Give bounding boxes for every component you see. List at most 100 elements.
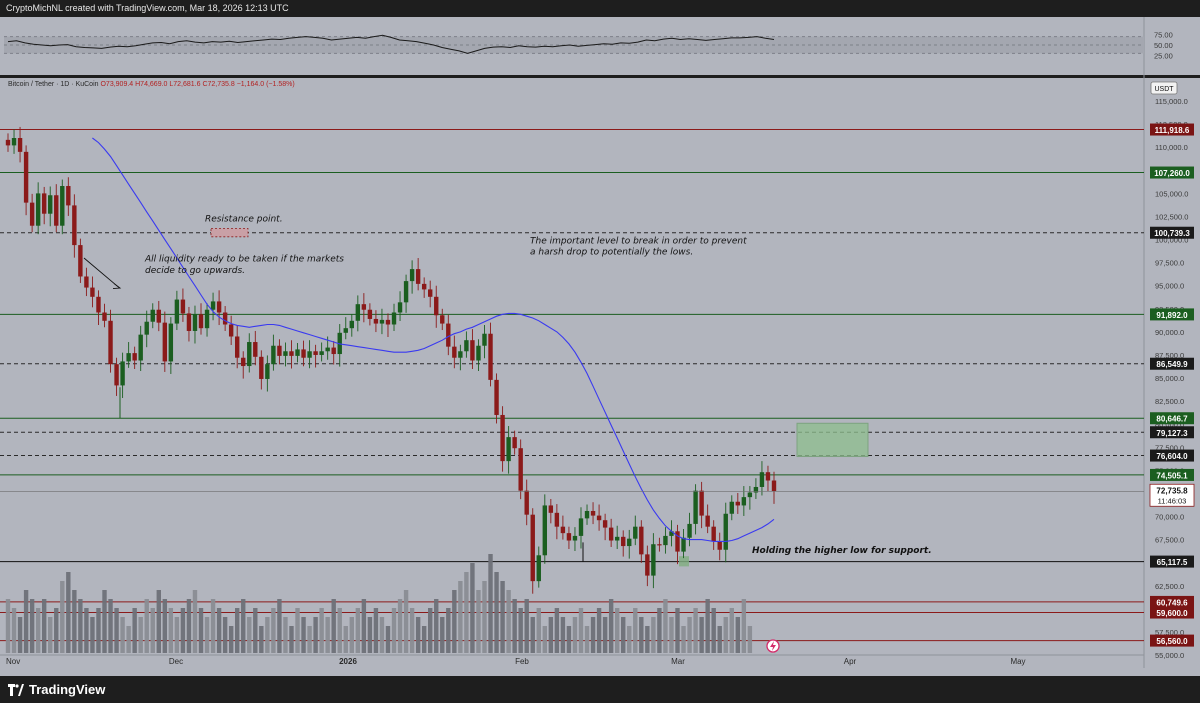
candle-body — [440, 315, 445, 324]
candle-body — [554, 512, 560, 527]
volume-bar — [325, 617, 330, 653]
volume-bar — [126, 626, 131, 653]
rsi-line — [7, 34, 775, 54]
volume-bar — [524, 599, 529, 653]
volume-bar — [747, 626, 753, 653]
candle-body — [506, 437, 511, 462]
volume-bar — [415, 617, 421, 653]
tradingview-logo[interactable]: TradingView — [8, 682, 105, 697]
price-tick-label: 110,000.0 — [1155, 143, 1188, 152]
candle-body — [403, 281, 409, 303]
volume-bar — [723, 617, 728, 653]
volume-bar — [735, 617, 741, 653]
candle-body — [566, 533, 572, 541]
candle-body — [96, 296, 101, 313]
volume-bar — [277, 599, 282, 653]
volume-bar — [23, 590, 29, 653]
candle-body — [102, 312, 107, 321]
volume-bar — [108, 599, 113, 653]
volume-bar — [72, 590, 77, 653]
candle-body — [663, 535, 668, 546]
candle-body — [373, 318, 379, 324]
annotation-important-line1: The important level to break in order to… — [530, 236, 747, 246]
volume-bar — [566, 626, 572, 653]
candle-body — [464, 340, 469, 352]
volume-bar — [693, 608, 698, 653]
header-bar — [0, 0, 1200, 17]
candle-body — [614, 536, 620, 541]
candle-body — [669, 531, 674, 536]
candle-body — [247, 342, 252, 367]
volume-bar — [343, 626, 348, 653]
level-price-label: 86,549.9 — [1156, 360, 1188, 369]
volume-bar — [373, 608, 379, 653]
level-price-badge — [1150, 226, 1194, 239]
volume-bar — [651, 617, 656, 653]
volume-bar — [29, 599, 35, 653]
level-price-label: 60,749.6 — [1156, 598, 1188, 607]
volume-bar — [440, 617, 445, 653]
volume-bar — [548, 617, 554, 653]
volume-bar — [90, 617, 95, 653]
time-tick-label: Feb — [515, 657, 529, 666]
volume-bar — [699, 617, 704, 653]
candle-body — [753, 486, 759, 493]
candle-body — [277, 345, 282, 356]
volume-bar — [458, 581, 463, 653]
candle-body — [78, 245, 83, 277]
candle-body — [409, 269, 415, 282]
volume-bar — [120, 617, 125, 653]
level-price-badge — [1150, 449, 1194, 462]
volume-bar — [48, 617, 53, 653]
volume-bar — [428, 608, 433, 653]
volume-bar — [385, 626, 391, 653]
annotation-important-line2: a harsh drop to potentially the lows. — [530, 247, 693, 257]
candle-body — [307, 351, 312, 358]
candle-body — [560, 526, 566, 534]
volume-bar — [35, 608, 41, 653]
candle-body — [180, 299, 186, 314]
volume-bar — [271, 608, 276, 653]
candle-body — [741, 497, 747, 506]
candle-body — [693, 490, 698, 524]
level-price-badge — [1150, 123, 1194, 136]
volume-bar — [627, 626, 632, 653]
candle-body — [84, 276, 89, 288]
volume-bar — [560, 617, 566, 653]
candle-body — [192, 314, 198, 331]
price-tick-label: 55,000.0 — [1155, 651, 1184, 660]
candle-body — [771, 480, 777, 492]
candle-body — [11, 138, 17, 146]
volume-bar — [621, 617, 626, 653]
candle-body — [608, 527, 614, 541]
header-credit: CryptoMichNL created with TradingView.co… — [6, 3, 289, 13]
candle-body — [108, 320, 113, 365]
level-price-label: 59,600.0 — [1156, 609, 1188, 618]
volume-bar — [210, 599, 216, 653]
candle-body — [66, 186, 71, 206]
candle-body — [35, 193, 41, 226]
volume-bar — [5, 599, 11, 653]
price-tick-label: 80,000.0 — [1155, 420, 1184, 429]
volume-bar — [542, 626, 548, 653]
candle-body — [434, 296, 439, 316]
volume-bar — [608, 599, 614, 653]
volume-bar — [657, 608, 662, 653]
volume-bar — [512, 599, 517, 653]
volume-bar — [476, 590, 481, 653]
candle-body — [313, 351, 318, 355]
volume-bar — [349, 617, 354, 653]
volume-bar — [222, 617, 228, 653]
candle-body — [198, 314, 204, 329]
volume-group — [5, 554, 753, 653]
volume-bar — [289, 626, 294, 653]
volume-bar — [168, 608, 174, 653]
candle-body — [168, 323, 174, 362]
volume-bar — [84, 608, 89, 653]
candle-body — [500, 414, 505, 462]
price-tick-label: 62,500.0 — [1155, 582, 1184, 591]
candle-body — [222, 312, 228, 325]
candle-body — [735, 501, 741, 506]
candle-body — [48, 195, 53, 214]
